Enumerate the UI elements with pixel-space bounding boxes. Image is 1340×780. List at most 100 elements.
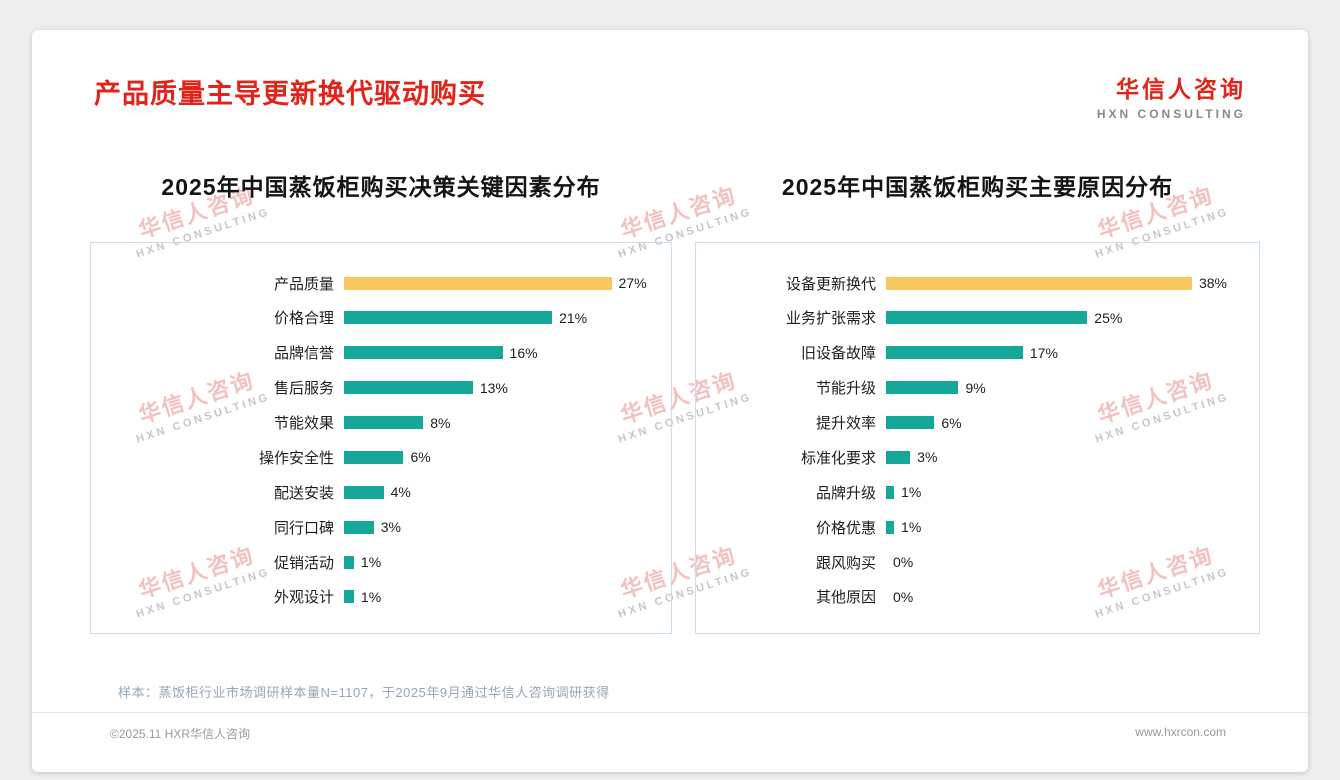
bar-track: 27% xyxy=(344,275,653,291)
sample-note: 样本：蒸饭柜行业市场调研样本量N=1107，于2025年9月通过华信人咨询调研获… xyxy=(118,685,610,700)
bar-rows-left: 产品质量 27% 价格合理 21% 品牌信誉 16% 售后服务 13% 节能效果 8% 操作安全性 6… xyxy=(91,243,671,633)
value-label: 16% xyxy=(509,344,538,361)
bar-track: 0% xyxy=(886,589,1241,605)
bar-row: 品牌信誉 16% xyxy=(109,345,653,363)
chart-panel-left: 产品质量 27% 价格合理 21% 品牌信誉 16% 售后服务 13% 节能效果 8% 操作安全性 6… xyxy=(90,242,672,634)
value-label: 13% xyxy=(479,379,508,396)
bar-row: 价格优惠 1% xyxy=(714,519,1241,537)
bar-track: 25% xyxy=(886,310,1241,326)
brand-logo-en: HXN CONSULTING xyxy=(1096,107,1246,121)
bar xyxy=(344,485,384,499)
bar-row: 业务扩张需求 25% xyxy=(714,310,1241,328)
value-label: 0% xyxy=(893,588,914,605)
category-label: 设备更新换代 xyxy=(785,275,876,293)
bar xyxy=(886,346,1023,360)
category-label: 品牌升级 xyxy=(815,484,876,502)
bar xyxy=(344,590,354,604)
bar-track: 6% xyxy=(886,415,1241,431)
footer: ©2025.11 HXR华信人咨询 www.hxrcon.com xyxy=(32,712,1308,772)
bar-track: 8% xyxy=(344,415,653,431)
bar xyxy=(886,276,1192,290)
bar-track: 38% xyxy=(886,275,1241,291)
bar xyxy=(886,520,895,534)
bar-track: 9% xyxy=(886,380,1241,396)
bar-row: 外观设计 1% xyxy=(109,589,653,607)
bar-row: 旧设备故障 17% xyxy=(714,345,1241,363)
value-label: 3% xyxy=(917,449,938,466)
bar xyxy=(886,311,1088,325)
bar-row: 节能升级 9% xyxy=(714,380,1241,398)
bar xyxy=(344,346,503,360)
category-label: 节能升级 xyxy=(815,380,876,398)
brand-logo-cn: 华信人咨询 xyxy=(1116,76,1246,102)
bar xyxy=(344,311,553,325)
bar-track: 1% xyxy=(344,554,653,570)
chart-panel-right: 设备更新换代 38% 业务扩张需求 25% 旧设备故障 17% 节能升级 9% 提升效率 6% 标准… xyxy=(695,242,1260,634)
bar xyxy=(344,520,374,534)
bar xyxy=(344,450,404,464)
bar xyxy=(886,450,911,464)
bar-track: 3% xyxy=(344,519,653,535)
category-label: 其他原因 xyxy=(815,589,876,607)
category-label: 价格优惠 xyxy=(815,519,876,537)
bar xyxy=(344,381,473,395)
bar-row: 设备更新换代 38% xyxy=(714,275,1241,293)
chart-title-left: 2025年中国蒸饭柜购买决策关键因素分布 xyxy=(161,174,601,200)
bar-row: 跟风购买 0% xyxy=(714,554,1241,572)
bar-row: 同行口碑 3% xyxy=(109,519,653,537)
value-label: 1% xyxy=(360,554,382,570)
category-label: 外观设计 xyxy=(273,589,334,607)
bar xyxy=(886,416,935,429)
slide-card: 华信人咨询 HXN CONSULTING 华信人咨询 HXN CONSULTING 华信… xyxy=(32,30,1308,772)
bar-track: 13% xyxy=(344,380,653,396)
value-label: 9% xyxy=(965,379,986,396)
page-title: 产品质量主导更新换代驱动购买 xyxy=(94,79,486,109)
bar xyxy=(344,276,612,290)
category-label: 促销活动 xyxy=(273,554,334,572)
footer-website: www.hxrcon.com xyxy=(1135,725,1226,739)
bar-track: 17% xyxy=(886,345,1241,361)
value-label: 21% xyxy=(559,309,588,326)
category-label: 跟风购买 xyxy=(815,554,876,572)
bar-row: 提升效率 6% xyxy=(714,415,1241,433)
value-label: 27% xyxy=(618,275,647,291)
value-label: 25% xyxy=(1094,309,1123,326)
category-label: 节能效果 xyxy=(273,415,334,432)
value-label: 17% xyxy=(1029,344,1058,361)
category-label: 业务扩张需求 xyxy=(785,310,876,328)
category-label: 旧设备故障 xyxy=(800,345,876,363)
category-label: 品牌信誉 xyxy=(273,345,334,363)
bar-row: 促销活动 1% xyxy=(109,554,653,572)
category-label: 同行口碑 xyxy=(273,519,334,537)
bar xyxy=(344,416,424,429)
category-label: 售后服务 xyxy=(273,380,334,398)
bar-row: 标准化要求 3% xyxy=(714,449,1241,467)
category-label: 价格合理 xyxy=(273,310,334,328)
footer-copyright: ©2025.11 HXR华信人咨询 xyxy=(110,727,250,741)
value-label: 1% xyxy=(901,519,922,536)
value-label: 6% xyxy=(410,449,431,466)
value-label: 6% xyxy=(941,414,962,431)
bar-track: 0% xyxy=(886,554,1241,570)
category-label: 操作安全性 xyxy=(258,449,334,467)
category-label: 配送安装 xyxy=(273,484,334,502)
bar-track: 3% xyxy=(886,449,1241,465)
bar-row: 配送安装 4% xyxy=(109,484,653,502)
category-label: 提升效率 xyxy=(815,415,876,432)
bar-track: 16% xyxy=(344,345,653,361)
bar-row: 售后服务 13% xyxy=(109,380,653,398)
brand-logo: 华信人咨询 HXN CONSULTING xyxy=(1097,70,1246,121)
category-label: 产品质量 xyxy=(273,275,334,293)
category-label: 标准化要求 xyxy=(800,449,876,467)
bar-track: 1% xyxy=(886,484,1241,500)
value-label: 3% xyxy=(380,519,401,536)
bar-track: 1% xyxy=(344,589,653,605)
bar xyxy=(886,381,959,395)
bar xyxy=(344,555,354,569)
value-label: 4% xyxy=(390,484,411,501)
chart-title-right: 2025年中国蒸饭柜购买主要原因分布 xyxy=(781,174,1174,200)
bar-rows-right: 设备更新换代 38% 业务扩张需求 25% 旧设备故障 17% 节能升级 9% 提升效率 6% 标准… xyxy=(696,243,1259,633)
bar-track: 21% xyxy=(344,310,653,326)
bar-track: 6% xyxy=(344,449,653,465)
bar-row: 其他原因 0% xyxy=(714,589,1241,607)
